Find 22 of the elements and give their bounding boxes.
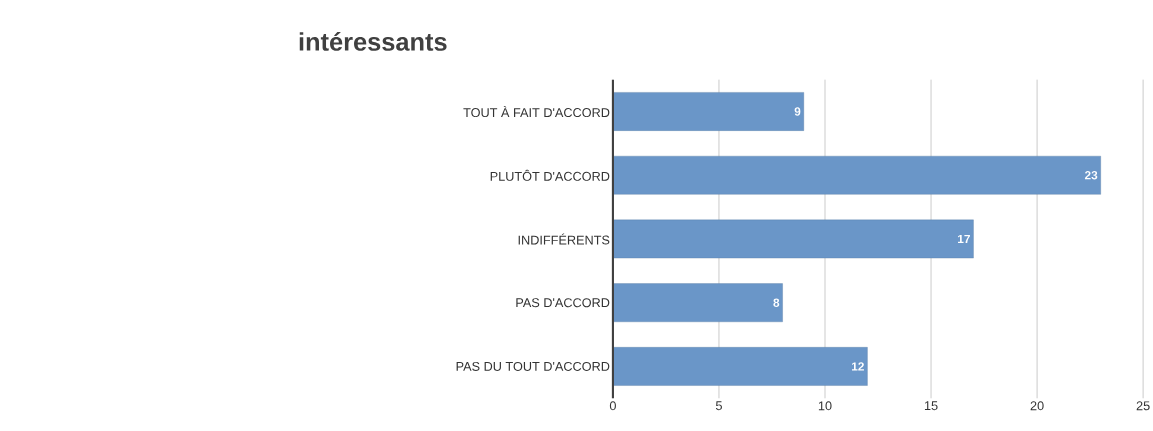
x-tick-label: 25	[1136, 401, 1150, 411]
x-tick-label: 5	[715, 401, 722, 410]
data-label: 12	[851, 362, 864, 371]
x-tick-label: 0	[609, 401, 616, 411]
data-label: 9	[794, 107, 801, 116]
y-tick-label: INDIFFÉRENTS	[518, 233, 610, 245]
y-tick-label: TOUT À FAIT D'ACCORD	[463, 105, 610, 117]
y-tick-label: PLUTÔT D'ACCORD	[490, 169, 610, 181]
data-label: 17	[958, 234, 970, 243]
bar	[612, 92, 804, 131]
bar	[612, 346, 868, 386]
data-label: 23	[1084, 170, 1098, 180]
bar	[612, 283, 783, 322]
x-tick-label: 15	[924, 401, 938, 410]
y-tick-label: PAS DU TOUT D'ACCORD	[456, 361, 610, 371]
x-tick-label: 20	[1030, 401, 1044, 411]
bar	[612, 155, 1101, 195]
x-tick-label: 10	[818, 401, 832, 411]
data-label: 8	[773, 298, 780, 307]
text: intéressants	[299, 31, 447, 51]
y-tick-label: PAS D'ACCORD	[516, 298, 610, 307]
bar	[612, 219, 974, 259]
